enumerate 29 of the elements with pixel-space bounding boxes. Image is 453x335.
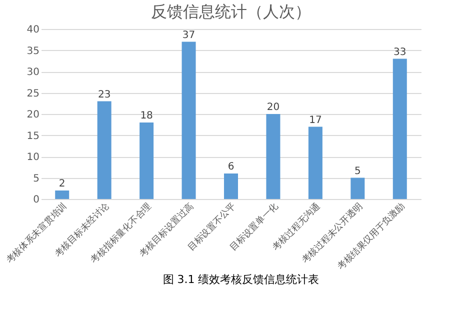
- bar: [182, 42, 196, 199]
- y-tick-label: 10: [26, 152, 40, 163]
- data-label: 17: [309, 114, 322, 126]
- y-tick-label: 0: [33, 194, 40, 206]
- bar: [97, 101, 112, 199]
- y-tick-label: 35: [26, 46, 40, 57]
- data-label: 6: [228, 162, 234, 172]
- data-label: 20: [266, 102, 280, 113]
- caption: 图 3.1 绩效考核反馈信息统计表: [162, 273, 320, 286]
- data-label: 5: [354, 166, 361, 177]
- data-label: 37: [182, 30, 196, 41]
- data-label: 33: [394, 46, 406, 58]
- bar: [224, 174, 238, 199]
- y-tick-label: 30: [26, 67, 40, 78]
- bar: [266, 114, 280, 199]
- y-tick-label: 40: [26, 24, 40, 36]
- bar: [140, 122, 154, 199]
- data-label: 18: [140, 110, 153, 122]
- y-tick-label: 5: [33, 173, 40, 184]
- y-tick-label: 15: [26, 130, 40, 142]
- y-tick-label: 25: [26, 88, 40, 100]
- chart-title: 反馈信息统计（人次）: [151, 2, 311, 21]
- bar: [350, 178, 365, 199]
- bar: [55, 190, 70, 199]
- bar: [308, 126, 322, 199]
- data-label: 2: [58, 178, 66, 190]
- bar: [392, 58, 407, 199]
- y-tick-label: 20: [26, 110, 40, 120]
- data-label: 23: [98, 89, 111, 100]
